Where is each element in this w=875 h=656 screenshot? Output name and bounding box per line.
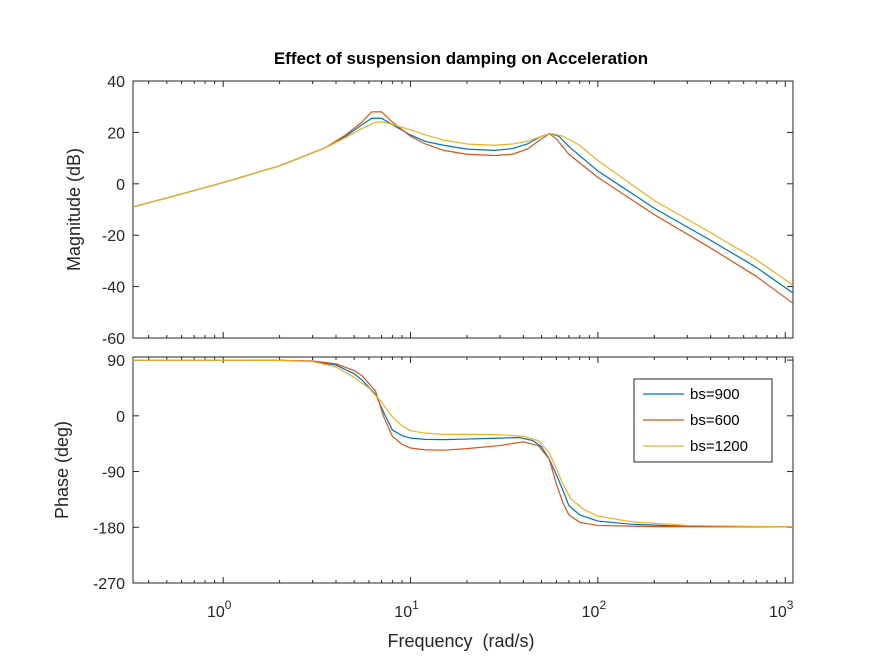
magnitude-plot-area	[132, 80, 794, 339]
magnitude-series	[133, 111, 793, 304]
legend-label-bs1200: bs=1200	[690, 438, 748, 455]
phase-minor-ticks	[148, 357, 786, 583]
x-tick-label: 101	[394, 598, 419, 621]
magnitude-y-axis-label: Magnitude (dB)	[64, 148, 84, 271]
legend-label-bs600: bs=600	[690, 412, 740, 429]
x-tick-label: 100	[207, 598, 232, 621]
phase-y-tick-label: 0	[116, 409, 125, 426]
phase-line-bs600	[133, 359, 793, 528]
legend: bs=900 bs=600 bs=1200	[633, 378, 773, 463]
phase-y-tick-label: -180	[93, 520, 125, 537]
magnitude-y-tick-label: 20	[107, 125, 125, 142]
phase-series	[133, 359, 793, 528]
x-tick-label: 103	[769, 598, 794, 621]
magnitude-y-tick-label: -60	[102, 331, 125, 348]
phase-y-tick-label: 90	[107, 353, 125, 370]
phase-line-bs1200	[133, 359, 793, 528]
magnitude-minor-ticks	[148, 81, 786, 338]
phase-y-axis-label: Phase (deg)	[52, 421, 72, 519]
magnitude-y-tick-label: -20	[102, 228, 125, 245]
x-axis-label: Frequency (rad/s)	[387, 631, 534, 651]
chart-title: Effect of suspension damping on Accelera…	[274, 49, 648, 68]
x-tick-label: 102	[582, 598, 607, 621]
magnitude-y-ticks: 40 20 0 -20 -40 -60	[102, 74, 793, 348]
phase-y-tick-label: -270	[93, 576, 125, 593]
magnitude-line-bs1200	[133, 121, 793, 286]
legend-label-bs900: bs=900	[690, 386, 740, 403]
magnitude-plot: 40 20 0 -20 -40 -60 Magnitude (dB)	[64, 74, 794, 348]
phase-y-ticks: 90 0 -90 -180 -270	[93, 353, 793, 593]
x-tick-labels: 100 101 102 103	[207, 598, 794, 621]
magnitude-y-tick-label: 40	[107, 74, 125, 91]
phase-plot: 90 0 -90 -180 -270 Phase (deg) bs=900 bs=600…	[52, 353, 794, 593]
phase-line-bs900	[133, 359, 793, 528]
magnitude-y-tick-label: -40	[102, 280, 125, 297]
magnitude-y-tick-label: 0	[116, 177, 125, 194]
phase-y-tick-label: -90	[102, 465, 125, 482]
